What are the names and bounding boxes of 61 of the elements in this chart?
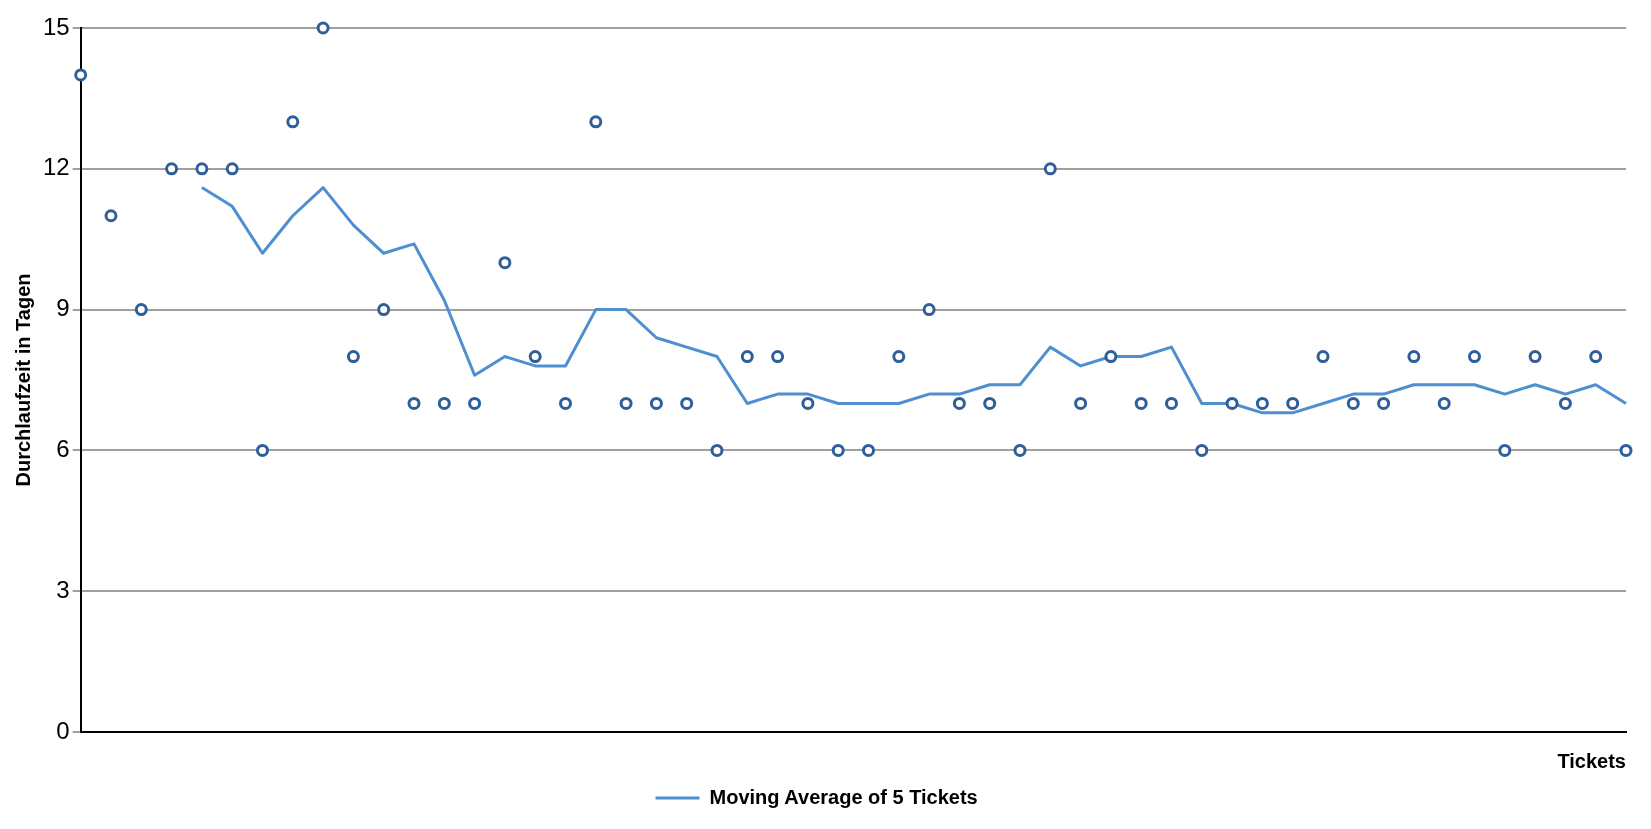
x-axis-title: Tickets <box>1557 749 1626 772</box>
point <box>1013 443 1027 457</box>
point <box>104 209 118 223</box>
point <box>649 396 663 410</box>
y-tick-label: 12 <box>42 153 70 181</box>
point <box>1195 443 1209 457</box>
point <box>1619 443 1633 457</box>
point <box>225 162 239 176</box>
point <box>1074 396 1088 410</box>
y-tick-label: 9 <box>56 294 70 322</box>
point <box>680 396 694 410</box>
point <box>1589 350 1603 364</box>
y-tick-label: 0 <box>56 716 70 744</box>
point <box>1316 350 1330 364</box>
point <box>1377 396 1391 410</box>
point <box>286 115 300 129</box>
y-tick-label: 15 <box>42 12 70 40</box>
point <box>922 303 936 317</box>
point <box>346 350 360 364</box>
point <box>892 350 906 364</box>
point <box>1255 396 1269 410</box>
y-tick-label: 6 <box>56 435 70 463</box>
point <box>1437 396 1451 410</box>
point <box>831 443 845 457</box>
point <box>983 396 997 410</box>
point <box>316 21 330 35</box>
point <box>1104 350 1118 364</box>
point <box>862 443 875 457</box>
point <box>256 443 269 457</box>
point <box>1407 350 1421 364</box>
point <box>74 68 88 82</box>
point <box>407 396 421 410</box>
point <box>1528 350 1542 364</box>
point <box>195 162 209 176</box>
point <box>740 350 754 364</box>
y-axis-title: Durchlaufzeit in Tagen <box>11 273 34 487</box>
point <box>377 303 391 317</box>
point <box>952 396 966 410</box>
point <box>1558 396 1572 410</box>
point <box>134 303 148 317</box>
point <box>1286 396 1300 410</box>
point <box>1043 162 1057 176</box>
point <box>437 396 451 410</box>
point <box>589 115 603 129</box>
point <box>559 396 572 410</box>
legend-label: Moving Average of 5 Tickets <box>709 785 978 808</box>
point <box>1498 443 1512 457</box>
point <box>1165 396 1178 410</box>
point <box>1346 396 1360 410</box>
point <box>801 396 815 410</box>
y-tick-label: 3 <box>56 575 70 603</box>
point <box>498 256 512 270</box>
point <box>710 443 724 457</box>
point <box>468 396 482 410</box>
point <box>1468 350 1481 364</box>
point <box>1225 396 1239 410</box>
point <box>771 350 785 364</box>
point <box>619 396 633 410</box>
point <box>1134 396 1148 410</box>
point <box>165 162 179 176</box>
point <box>528 350 542 364</box>
